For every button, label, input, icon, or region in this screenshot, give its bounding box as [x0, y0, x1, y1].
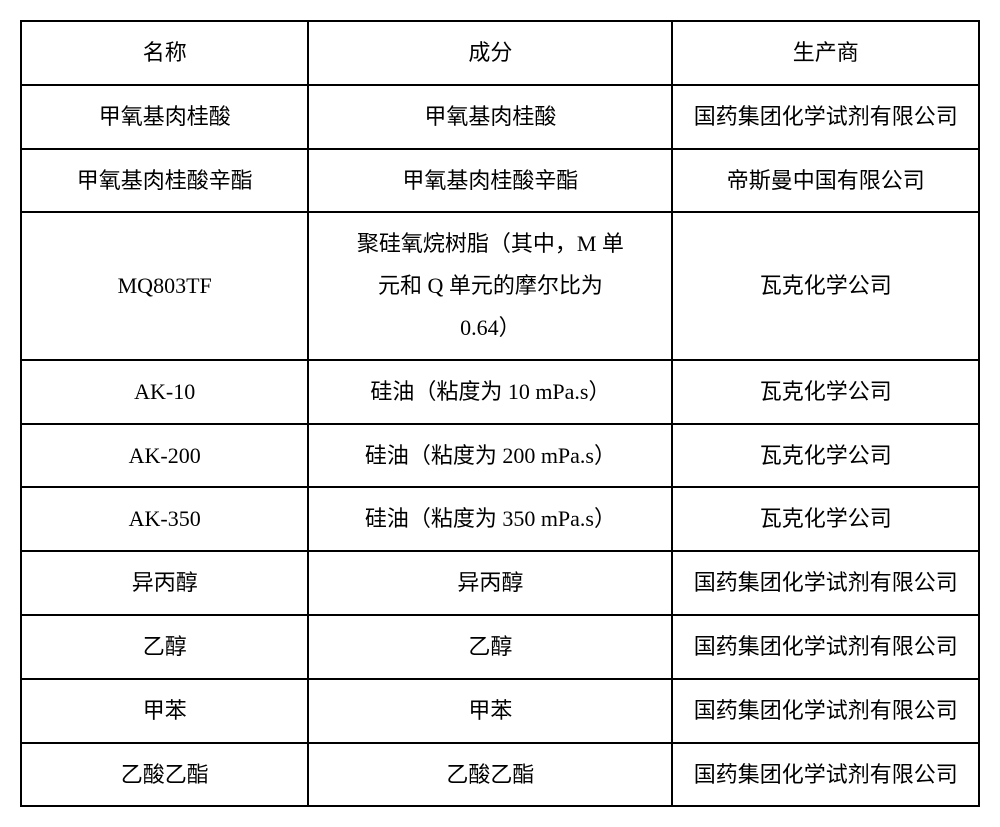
cell-name: AK-350	[21, 487, 308, 551]
table-row: 乙醇 乙醇 国药集团化学试剂有限公司	[21, 615, 979, 679]
cell-component: 乙醇	[308, 615, 672, 679]
cell-component: 硅油（粘度为 200 mPa.s）	[308, 424, 672, 488]
cell-maker: 瓦克化学公司	[672, 487, 979, 551]
cell-maker: 国药集团化学试剂有限公司	[672, 743, 979, 807]
cell-component: 硅油（粘度为 10 mPa.s）	[308, 360, 672, 424]
cell-name: 甲苯	[21, 679, 308, 743]
cell-name: 甲氧基肉桂酸辛酯	[21, 149, 308, 213]
cell-maker: 瓦克化学公司	[672, 360, 979, 424]
cell-component: 乙酸乙酯	[308, 743, 672, 807]
cell-name: 异丙醇	[21, 551, 308, 615]
table-row: AK-10 硅油（粘度为 10 mPa.s） 瓦克化学公司	[21, 360, 979, 424]
cell-maker: 瓦克化学公司	[672, 424, 979, 488]
table-row: MQ803TF 聚硅氧烷树脂（其中，M 单 元和 Q 单元的摩尔比为 0.64）…	[21, 212, 979, 359]
cell-component: 甲氧基肉桂酸	[308, 85, 672, 149]
header-component: 成分	[308, 21, 672, 85]
table-header-row: 名称 成分 生产商	[21, 21, 979, 85]
cell-name: 乙酸乙酯	[21, 743, 308, 807]
table-row: 乙酸乙酯 乙酸乙酯 国药集团化学试剂有限公司	[21, 743, 979, 807]
cell-component: 甲氧基肉桂酸辛酯	[308, 149, 672, 213]
cell-name: 乙醇	[21, 615, 308, 679]
header-name: 名称	[21, 21, 308, 85]
cell-maker: 瓦克化学公司	[672, 212, 979, 359]
table-row: 甲氧基肉桂酸辛酯 甲氧基肉桂酸辛酯 帝斯曼中国有限公司	[21, 149, 979, 213]
table-row: AK-200 硅油（粘度为 200 mPa.s） 瓦克化学公司	[21, 424, 979, 488]
header-maker: 生产商	[672, 21, 979, 85]
table-row: 甲苯 甲苯 国药集团化学试剂有限公司	[21, 679, 979, 743]
cell-maker: 国药集团化学试剂有限公司	[672, 85, 979, 149]
table-row: 甲氧基肉桂酸 甲氧基肉桂酸 国药集团化学试剂有限公司	[21, 85, 979, 149]
table-row: 异丙醇 异丙醇 国药集团化学试剂有限公司	[21, 551, 979, 615]
cell-component: 甲苯	[308, 679, 672, 743]
cell-component: 聚硅氧烷树脂（其中，M 单 元和 Q 单元的摩尔比为 0.64）	[308, 212, 672, 359]
materials-table: 名称 成分 生产商 甲氧基肉桂酸 甲氧基肉桂酸 国药集团化学试剂有限公司 甲氧基…	[20, 20, 980, 807]
cell-maker: 国药集团化学试剂有限公司	[672, 615, 979, 679]
cell-component: 硅油（粘度为 350 mPa.s）	[308, 487, 672, 551]
cell-name: MQ803TF	[21, 212, 308, 359]
table-row: AK-350 硅油（粘度为 350 mPa.s） 瓦克化学公司	[21, 487, 979, 551]
cell-component: 异丙醇	[308, 551, 672, 615]
cell-name: 甲氧基肉桂酸	[21, 85, 308, 149]
cell-maker: 国药集团化学试剂有限公司	[672, 551, 979, 615]
cell-name: AK-10	[21, 360, 308, 424]
cell-maker: 国药集团化学试剂有限公司	[672, 679, 979, 743]
cell-name: AK-200	[21, 424, 308, 488]
cell-maker: 帝斯曼中国有限公司	[672, 149, 979, 213]
